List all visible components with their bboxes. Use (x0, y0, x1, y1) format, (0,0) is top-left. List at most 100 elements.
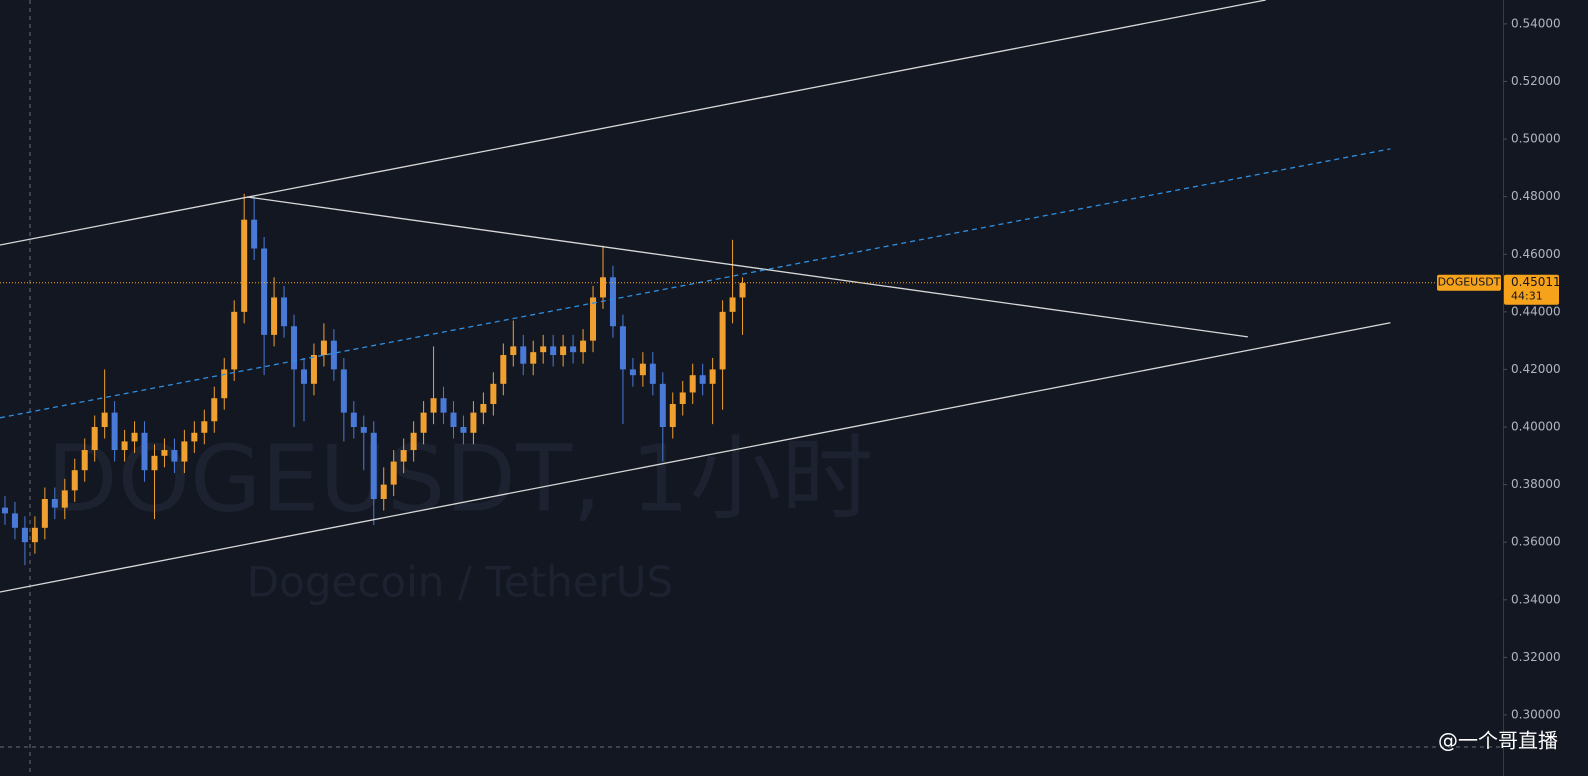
candle-body (400, 450, 407, 462)
y-tick-label: 0.36000 (1511, 535, 1561, 549)
candle-body (211, 398, 218, 422)
candle-body (639, 363, 646, 376)
candle-body (410, 432, 417, 451)
candle-body (679, 392, 686, 404)
watermark-subtitle: Dogecoin / TetherUS (247, 558, 673, 607)
y-tick-label: 0.44000 (1511, 304, 1561, 318)
y-tick-label: 0.48000 (1511, 189, 1561, 203)
candle-body (231, 311, 238, 370)
candle-body (599, 277, 606, 298)
candle-body (350, 412, 357, 428)
y-tick-label: 0.52000 (1511, 74, 1561, 88)
candle-body (689, 375, 696, 393)
candle-body (490, 383, 497, 404)
candle-body (520, 346, 527, 364)
candle-body (241, 219, 248, 312)
candle-body (629, 369, 636, 376)
symbol-tag (1437, 274, 1501, 291)
candle-body (420, 412, 427, 433)
watermark-author: @一个哥直播 (1438, 729, 1558, 753)
candle-body (31, 527, 38, 543)
candle-body (151, 455, 158, 471)
candle-body (699, 375, 706, 384)
candle-body (131, 432, 138, 442)
candle-body (11, 513, 18, 528)
candle-body (71, 470, 78, 491)
candle-body (101, 412, 108, 428)
candle-body (330, 340, 337, 370)
trendline (0, 148, 1391, 419)
candle-body (510, 346, 517, 356)
candle-body (51, 499, 58, 508)
countdown-label: 44:31 (1511, 290, 1543, 303)
watermark-title: DOGEUSDT, 1小时 (47, 425, 873, 532)
candle-body (450, 412, 457, 428)
y-tick-label: 0.50000 (1511, 132, 1561, 146)
candle-body (540, 346, 547, 353)
candle-body (530, 352, 537, 364)
candle-body (550, 346, 557, 356)
y-tick-label: 0.40000 (1511, 420, 1561, 434)
candle-body (340, 369, 347, 413)
candle-body (1, 507, 8, 514)
candle-body (201, 421, 208, 433)
candle-body (430, 398, 437, 413)
candle-body (191, 432, 198, 442)
candle-body (669, 403, 676, 428)
price-tag (1504, 274, 1559, 305)
trendline (247, 196, 1248, 338)
candle-body (470, 412, 477, 433)
candle-body (570, 346, 577, 353)
candle-body (619, 326, 626, 370)
candle-body (21, 527, 28, 543)
candle-body (271, 297, 278, 335)
candle-body (141, 432, 148, 471)
candle-body (709, 369, 716, 384)
candle-body (719, 311, 726, 370)
candle-body (370, 432, 377, 500)
candle-body (500, 355, 507, 384)
y-tick-label: 0.38000 (1511, 477, 1561, 491)
candle-body (560, 346, 567, 356)
candle-body (171, 450, 178, 462)
candle-body (739, 283, 746, 298)
candle-body (360, 427, 367, 433)
candle-body (320, 340, 327, 356)
symbol-label: DOGEUSDT (1438, 276, 1501, 289)
y-tick-label: 0.30000 (1511, 707, 1561, 721)
candle-body (310, 355, 317, 384)
trendline (0, 322, 1391, 593)
trendline (0, 0, 1266, 246)
y-tick-label: 0.42000 (1511, 362, 1561, 376)
candle-body (300, 369, 307, 384)
y-tick-label: 0.46000 (1511, 247, 1561, 261)
candle-body (659, 383, 666, 428)
candle-body (609, 277, 616, 327)
candle-body (121, 441, 128, 451)
candle-body (440, 398, 447, 413)
candle-body (161, 450, 168, 456)
candle-body (91, 427, 98, 451)
candle-body (181, 441, 188, 462)
y-tick-label: 0.34000 (1511, 592, 1561, 606)
candle-body (61, 490, 68, 508)
candle-body (390, 461, 397, 485)
candle-body (649, 363, 656, 384)
candle-body (41, 499, 48, 528)
plot-area (0, 0, 1391, 593)
candle-body (480, 403, 487, 413)
candle-body (291, 326, 298, 370)
candle-body (380, 484, 387, 500)
candle-body (251, 219, 258, 249)
candle-body (111, 412, 118, 451)
last-price-label: 0.45011 (1511, 275, 1561, 289)
candle-body (460, 427, 467, 433)
candle-body (580, 340, 587, 353)
y-tick-label: 0.54000 (1511, 16, 1561, 30)
candle-body (590, 297, 597, 341)
y-tick-label: 0.32000 (1511, 650, 1561, 664)
candle-body (221, 369, 228, 399)
candle-body (261, 248, 268, 335)
